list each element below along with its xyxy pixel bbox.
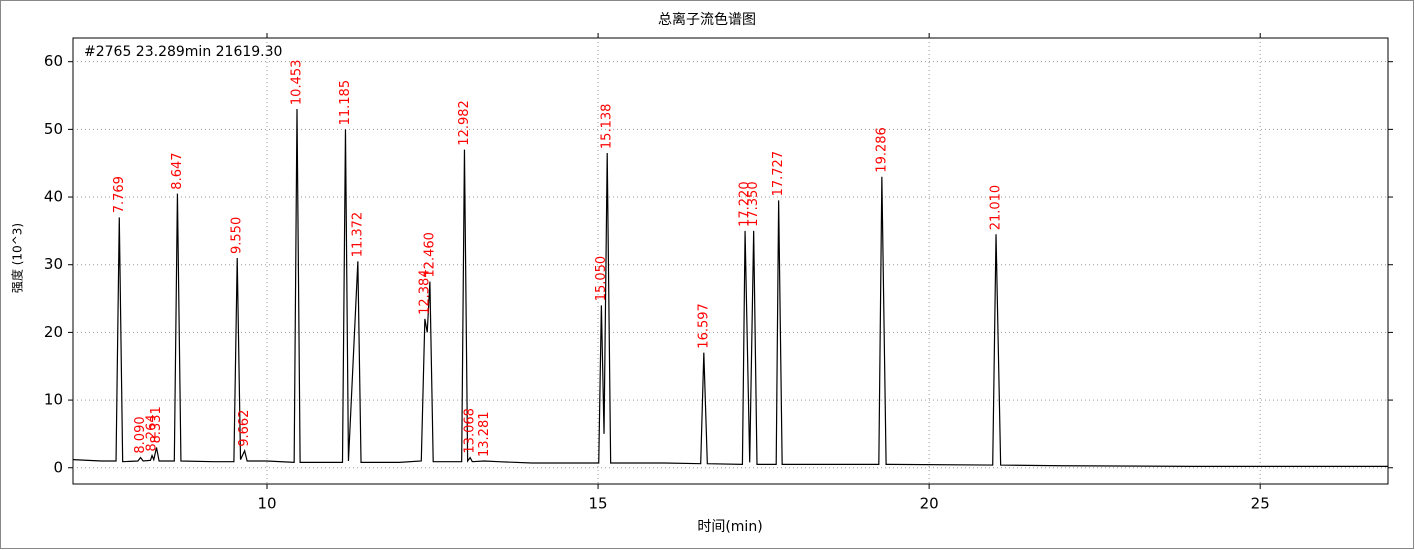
peak-label: 15.050 [594,256,609,302]
peak-label: 9.662 [237,410,252,447]
peak-label: 21.010 [989,185,1004,231]
y-axis-label: 强度 (10^3) [10,223,25,293]
peak-label: 8.331 [149,406,164,443]
peak-label: 12.460 [422,232,437,278]
y-tick-label: 20 [44,323,63,341]
peak-label: 8.090 [133,416,148,453]
y-tick-label: 40 [44,188,63,206]
peak-label: 11.185 [338,80,353,126]
peak-label: 10.453 [290,60,305,106]
annotation: #2765 23.289min 21619.30 [84,44,282,60]
peak-label: 8.647 [170,152,185,189]
chromatogram-trace [72,109,1388,467]
peak-label: 17.727 [771,151,786,197]
x-axis-label: 时间(min) [697,519,762,535]
plot-area [72,37,1389,485]
y-tick-label: 50 [44,120,63,138]
peak-label: 17.350 [746,181,761,227]
y-tick-label: 10 [44,391,63,409]
x-tick-label: 20 [920,495,939,513]
peak-label: 8.264 [145,414,160,451]
chart-title: 总离子流色谱图 [658,11,756,28]
x-tick-label: 15 [589,495,608,513]
peak-label: 19.286 [874,127,889,173]
y-tick-label: 0 [53,458,63,476]
peak-label: 9.550 [230,217,245,254]
peak-label: 12.982 [457,100,472,146]
peak-label: 15.138 [600,104,615,150]
peak-label: 11.372 [350,212,365,258]
peak-label: 12.384 [417,269,432,315]
x-tick-label: 10 [257,495,276,513]
peak-label: 17.220 [738,181,753,227]
y-tick-label: 60 [44,52,63,70]
peak-label: 16.597 [696,303,711,349]
x-tick-label: 25 [1251,495,1270,513]
peak-label: 7.769 [112,176,127,213]
peak-label: 13.068 [463,408,478,454]
peak-label: 13.281 [477,412,492,458]
y-tick-label: 30 [44,255,63,273]
